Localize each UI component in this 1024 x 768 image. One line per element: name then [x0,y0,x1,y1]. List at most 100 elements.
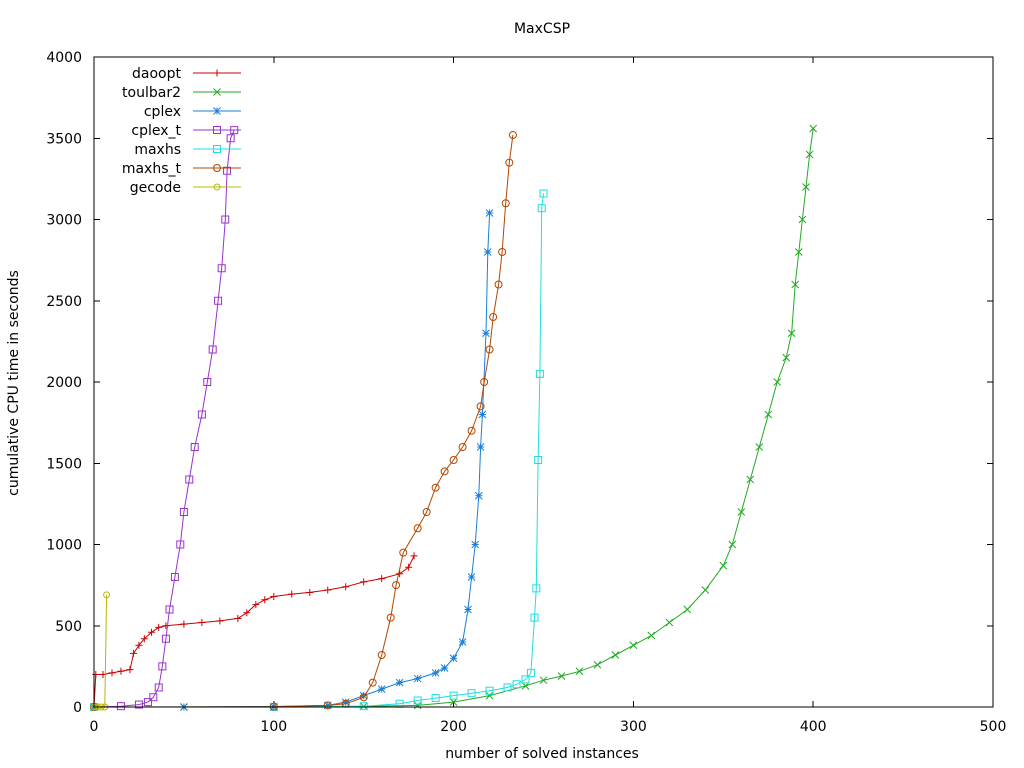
data-point [464,605,472,614]
legend-label: toulbar2 [122,85,181,101]
legend-item: maxhs_t [122,161,241,177]
x-tick-label: 0 [90,719,99,735]
data-point [449,691,458,700]
data-point [377,651,386,659]
data-point [378,575,386,583]
data-point [399,548,408,557]
data-point [360,578,368,586]
legend-swatch-marker [213,107,221,115]
data-point [413,674,422,683]
data-point [440,467,449,476]
y-tick-label: 3500 [46,131,82,147]
data-point [116,702,125,711]
y-tick-label: 4000 [46,50,82,66]
data-point [149,693,158,702]
series-line [93,555,415,708]
data-point [208,345,217,354]
data-point [134,700,143,709]
data-point [764,410,773,419]
data-point [521,682,530,690]
data-point [359,702,368,711]
x-tick-label: 300 [620,719,647,735]
data-point [130,649,138,657]
data-point [467,689,476,698]
series-line [94,212,491,708]
data-point [413,524,422,533]
data-point [449,456,458,464]
data-point [117,667,125,675]
data-point [270,593,278,600]
data-point [135,641,143,649]
data-point [392,581,401,590]
data-point [252,601,260,609]
data-point [431,694,440,703]
data-point [539,676,548,685]
data-point [431,483,440,492]
data-point [190,443,199,451]
legend-label: cplex_t [131,123,181,139]
legend-swatch-marker [213,183,221,191]
data-point [410,552,418,560]
data-point [526,668,535,677]
data-point [683,605,692,614]
data-point [148,628,156,636]
data-point [396,570,404,578]
legend-item: maxhs [134,142,241,158]
data-point [476,443,485,451]
legend-swatch-marker [213,145,221,153]
data-point [214,296,223,305]
series-line [93,134,514,708]
data-point [103,591,111,599]
data-point [261,596,269,604]
data-point [530,613,539,622]
data-point [198,619,206,626]
data-point [782,353,791,362]
legend-label: maxhs [134,142,181,158]
data-point [467,426,476,435]
data-point [647,631,656,640]
data-point [485,686,494,695]
x-tick-label: 200 [440,719,467,735]
data-point [176,540,185,549]
legend-label: cplex [144,104,181,120]
data-point [719,561,728,570]
data-point [185,475,194,484]
data-point [483,248,492,256]
data-point [226,134,235,143]
data-point [126,666,134,674]
data-point [503,683,512,692]
y-tick-label: 2500 [46,294,82,310]
data-point [217,264,226,273]
data-point [458,638,467,646]
series-line [94,594,108,708]
data-point [478,410,487,419]
data-point [223,166,232,175]
data-point [368,678,377,687]
data-point [458,443,467,451]
y-tick-label: 1500 [46,456,82,472]
legend-swatch-marker [213,126,221,134]
data-point [140,635,148,643]
data-point [197,410,206,419]
data-point [534,456,543,464]
data-point [505,158,514,167]
y-tick-label: 2000 [46,375,82,391]
data-point [489,313,498,321]
data-point [449,698,458,706]
data-point [108,669,116,677]
data-point [474,491,483,500]
data-point [611,651,620,659]
data-point [342,583,350,591]
data-point [288,590,296,598]
data-point [482,329,490,338]
data-point [593,660,602,669]
data-point [405,563,413,571]
data-point [180,620,188,628]
x-tick-label: 400 [800,719,827,735]
legend-label: gecode [130,180,181,196]
data-point [575,667,584,676]
data-point [92,671,100,678]
data-point [508,131,517,139]
data-point [512,680,521,689]
